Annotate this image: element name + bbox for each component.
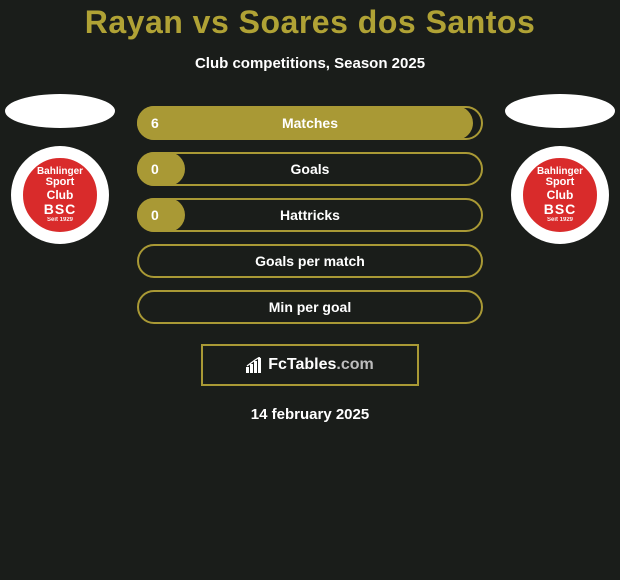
right-club-badge: Bahlinger Sport Club BSC Seit 1929 xyxy=(511,146,609,244)
stat-left-value: 0 xyxy=(137,161,173,177)
chart-icon xyxy=(246,357,264,373)
stat-label: Goals xyxy=(137,152,483,186)
stat-left-fill: 0 xyxy=(137,152,185,186)
stat-row: 0Goals xyxy=(137,152,483,186)
badge-text: Club xyxy=(547,189,574,201)
stat-left-fill: 6 xyxy=(137,106,473,140)
left-club-badge-inner: Bahlinger Sport Club BSC Seit 1929 xyxy=(20,155,100,235)
brand-box: FcTables.com xyxy=(201,344,419,386)
brand-text: FcTables.com xyxy=(268,356,374,374)
stat-label: Goals per match xyxy=(137,244,483,278)
left-player-ellipse xyxy=(5,94,115,128)
stat-row: Goals per match xyxy=(137,244,483,278)
badge-text: BSC xyxy=(544,202,577,216)
badge-text: Sport xyxy=(546,177,575,188)
stat-left-value: 6 xyxy=(137,115,173,131)
stat-left-fill: 0 xyxy=(137,198,185,232)
badge-text: BSC xyxy=(44,202,77,216)
badge-text: Club xyxy=(47,189,74,201)
badge-text: Seit 1929 xyxy=(47,217,73,223)
stat-outline xyxy=(137,290,483,324)
stat-row: 6Matches xyxy=(137,106,483,140)
right-club-badge-inner: Bahlinger Sport Club BSC Seit 1929 xyxy=(520,155,600,235)
stat-row: Min per goal xyxy=(137,290,483,324)
right-player-column: Bahlinger Sport Club BSC Seit 1929 xyxy=(500,94,620,244)
badge-text: Seit 1929 xyxy=(547,217,573,223)
comparison-area: Bahlinger Sport Club BSC Seit 1929 Bahli… xyxy=(0,106,620,324)
stat-label: Min per goal xyxy=(137,290,483,324)
stat-left-value: 0 xyxy=(137,207,173,223)
stat-outline xyxy=(137,244,483,278)
right-player-ellipse xyxy=(505,94,615,128)
brand-main: Tables xyxy=(287,356,337,374)
stat-label: Hattricks xyxy=(137,198,483,232)
page-title: Rayan vs Soares dos Santos xyxy=(0,4,620,41)
infographic-root: Rayan vs Soares dos Santos Club competit… xyxy=(0,0,620,423)
left-club-badge: Bahlinger Sport Club BSC Seit 1929 xyxy=(11,146,109,244)
left-player-column: Bahlinger Sport Club BSC Seit 1929 xyxy=(0,94,120,244)
stat-outline xyxy=(137,198,483,232)
page-subtitle: Club competitions, Season 2025 xyxy=(0,55,620,72)
stat-outline xyxy=(137,152,483,186)
brand-prefix: Fc xyxy=(268,356,287,374)
stats-bars: 6Matches0Goals0HattricksGoals per matchM… xyxy=(137,106,483,324)
date-label: 14 february 2025 xyxy=(0,406,620,423)
stat-row: 0Hattricks xyxy=(137,198,483,232)
brand-suffix: .com xyxy=(336,356,373,374)
badge-text: Sport xyxy=(46,177,75,188)
